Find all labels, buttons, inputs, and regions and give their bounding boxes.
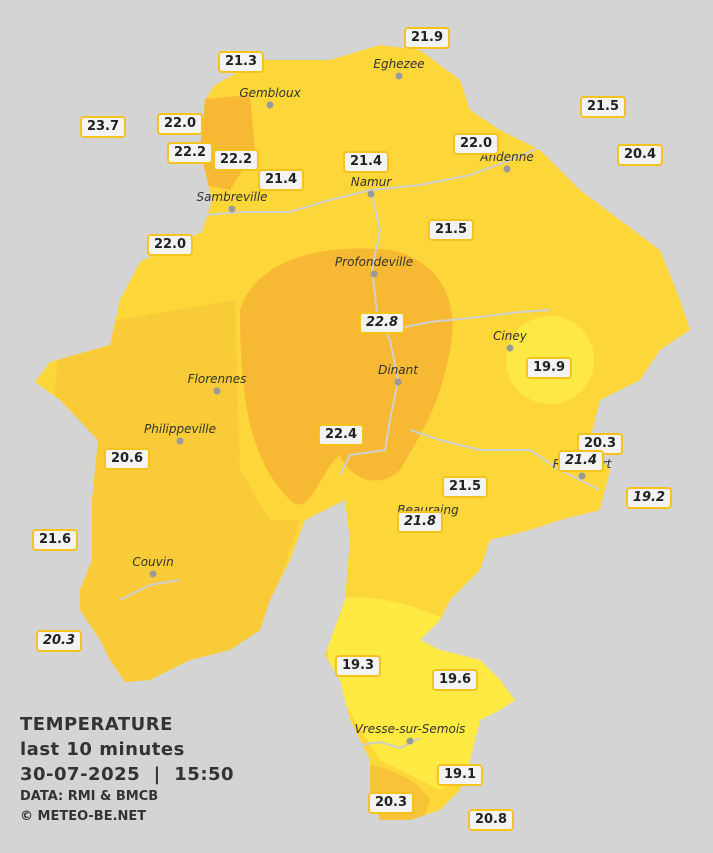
temperature-label: 21.9 (403, 27, 451, 49)
city-dot (367, 190, 375, 198)
city-dot (176, 437, 184, 445)
temperature-label: 19.3 (334, 655, 382, 677)
temperature-label: 21.4 (257, 169, 305, 191)
temperature-label: 22.8 (358, 312, 406, 334)
temperature-label: 20.8 (467, 809, 515, 831)
temperature-label: 21.5 (579, 96, 627, 118)
legend-datetime: 30-07-2025 | 15:50 (20, 764, 235, 785)
city-name: Florennes (187, 372, 247, 386)
legend-credit: © METEO-BE.NET (20, 809, 147, 824)
temperature-label: 19.6 (431, 669, 479, 691)
temperature-label: 20.3 (367, 792, 415, 814)
legend-title: TEMPERATURE (20, 714, 173, 735)
city-name: Couvin (132, 555, 174, 569)
city-dot (370, 270, 378, 278)
city-name: Dinant (378, 363, 418, 377)
legend-period: last 10 minutes (20, 739, 185, 760)
temperature-label: 21.4 (342, 151, 390, 173)
city-dot (395, 72, 403, 80)
temperature-label: 21.3 (217, 51, 265, 73)
temperature-label: 19.9 (525, 357, 573, 379)
city-name: Eghezee (373, 57, 425, 71)
temperature-label: 19.1 (436, 764, 484, 786)
city-name: Namur (350, 175, 392, 189)
city-name: Ciney (493, 329, 527, 343)
city-dot (506, 344, 514, 352)
city-dot (406, 737, 414, 745)
temperature-label: 22.2 (166, 142, 214, 164)
temperature-label: 19.2 (625, 487, 673, 509)
temperature-label: 21.6 (31, 529, 79, 551)
city-name: Profondeville (334, 255, 414, 269)
temperature-label: 23.7 (79, 116, 127, 138)
temperature-label: 21.4 (557, 450, 605, 472)
city-name: Gembloux (239, 86, 301, 100)
temperature-label: 20.6 (103, 448, 151, 470)
city-name: Philippeville (144, 422, 216, 436)
city-dot (149, 570, 157, 578)
temperature-label: 20.3 (35, 630, 83, 652)
temperature-label: 22.4 (317, 424, 365, 446)
city-name: Vresse-sur-Semois (354, 722, 466, 736)
temperature-label: 20.4 (616, 144, 664, 166)
city-dot (503, 165, 511, 173)
temperature-label: 22.2 (212, 149, 260, 171)
city-dot (394, 378, 402, 386)
city-dot (578, 472, 586, 480)
city-dot (266, 101, 274, 109)
temperature-label: 21.5 (427, 219, 475, 241)
city-dot (228, 205, 236, 213)
temperature-label: 22.0 (156, 113, 204, 135)
city-dot (213, 387, 221, 395)
legend: TEMPERATURE last 10 minutes 30-07-2025 |… (20, 712, 234, 827)
temperature-label: 21.8 (396, 511, 444, 533)
temperature-label: 22.0 (452, 133, 500, 155)
legend-source: DATA: RMI & BMCB (20, 789, 159, 804)
temperature-label: 21.5 (441, 476, 489, 498)
temperature-label: 22.0 (146, 234, 194, 256)
city-name: Sambreville (196, 190, 268, 204)
